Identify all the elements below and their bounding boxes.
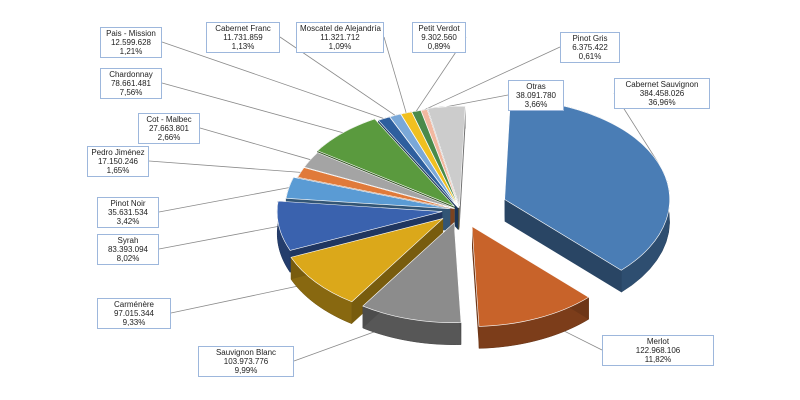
slice-wall <box>472 226 479 349</box>
slice-label-percent: 36,96% <box>648 98 676 107</box>
slice-label-name: Merlot <box>646 337 670 346</box>
slice-top <box>316 118 455 207</box>
slice-label: Pinot Gris 6.375.422 0,61% <box>560 32 620 63</box>
slice-label: Otras 38.091.780 3,66% <box>508 80 564 111</box>
slice-label: Pedro Jiménez 17.150.246 1,65% <box>87 146 149 177</box>
slice-label-name: Pais - Mission <box>106 29 156 38</box>
slice-label-percent: 9,33% <box>122 318 146 327</box>
leader-line <box>170 281 317 314</box>
slice-label-name: Syrah <box>117 236 139 245</box>
pie-slice-1 <box>471 225 590 349</box>
slice-label-percent: 1,65% <box>106 166 130 175</box>
slice-label-name: Sauvignon Blanc <box>215 348 277 357</box>
slice-top <box>276 200 443 251</box>
slice-label: Cabernet Sauvignon 384.458.026 36,96% <box>614 78 710 109</box>
slice-label-value: 27.663.801 <box>148 124 190 133</box>
slice-label-name: Pedro Jiménez <box>91 148 145 157</box>
pie-slice-2 <box>362 222 462 345</box>
slice-label-name: Pinot Gris <box>572 34 608 43</box>
slice-label-percent: 1,21% <box>119 47 143 56</box>
slice-label-value: 38.091.780 <box>515 91 557 100</box>
slice-label-percent: 3,66% <box>524 100 548 109</box>
slice-label: Syrah 83.393.094 8,02% <box>97 234 159 265</box>
slice-label-percent: 2,66% <box>157 133 181 142</box>
slice-label: Sauvignon Blanc 103.973.776 9,99% <box>198 346 294 377</box>
slice-label-value: 384.458.026 <box>639 89 685 98</box>
slice-label: Cot - Malbec 27.663.801 2,66% <box>138 113 200 144</box>
slice-label-name: Chardonnay <box>109 70 153 79</box>
slice-label-percent: 0,89% <box>427 42 451 51</box>
slice-top <box>362 222 462 323</box>
slice-label: Merlot 122.968.106 11,82% <box>602 335 714 366</box>
leader-line <box>158 225 280 250</box>
slice-label-value: 122.968.106 <box>635 346 681 355</box>
leader-line <box>383 36 407 114</box>
slice-label-value: 11.321.712 <box>320 33 360 42</box>
pie-slice-0 <box>504 99 670 293</box>
slice-top <box>303 152 455 209</box>
pie-slices <box>276 99 670 349</box>
slice-top <box>285 176 451 210</box>
slice-label-percent: 0,61% <box>578 52 602 61</box>
slice-label-percent: 1,09% <box>328 42 352 51</box>
leader-line <box>161 82 344 134</box>
slice-label-name: Pinot Noir <box>110 199 146 208</box>
slice-label-value: 17.150.246 <box>97 157 139 166</box>
slice-label-value: 97.015.344 <box>113 309 155 318</box>
leader-line <box>199 127 311 161</box>
slice-label-name: Cabernet Sauvignon <box>625 80 699 89</box>
slice-label-name: Cot - Malbec <box>146 115 192 124</box>
slice-label-value: 6.375.422 <box>572 43 608 52</box>
slice-label: Petit Verdot 9.302.560 0,89% <box>412 22 466 53</box>
slice-label-name: Cabernet Franc <box>215 24 271 33</box>
slice-label: Pais - Mission 12.599.628 1,21% <box>100 27 162 58</box>
slice-label-value: 83.393.094 <box>107 245 149 254</box>
slice-label: Carménère 97.015.344 9,33% <box>97 298 171 329</box>
slice-top <box>297 167 455 209</box>
slice-label-value: 78.661.481 <box>110 79 152 88</box>
slice-top <box>377 116 459 209</box>
slice-top <box>427 106 466 207</box>
slice-label: Chardonnay 78.661.481 7,56% <box>100 68 162 99</box>
slice-label-name: Otras <box>526 82 546 91</box>
slice-label-value: 9.302.560 <box>421 33 457 42</box>
slice-label: Moscatel de Alejandría 11.321.712 1,09% <box>296 22 384 53</box>
slice-top <box>504 99 670 271</box>
leader-line <box>161 41 385 119</box>
slice-top <box>290 218 444 303</box>
slice-label-percent: 1,13% <box>231 42 255 51</box>
leader-line <box>158 187 290 213</box>
slice-label-percent: 3,42% <box>116 217 140 226</box>
slice-label-value: 12.599.628 <box>110 38 152 47</box>
leader-line <box>423 46 561 111</box>
slice-wall <box>504 199 622 293</box>
slice-wall <box>459 106 466 229</box>
slice-label-value: 35.631.534 <box>107 208 149 217</box>
slice-top <box>471 225 590 327</box>
slice-label: Cabernet Franc 11.731.859 1,13% <box>206 22 280 53</box>
slice-label-percent: 11,82% <box>644 355 672 364</box>
slice-label-name: Carménère <box>113 300 154 309</box>
slice-label-name: Moscatel de Alejandría <box>300 24 381 33</box>
slice-label-value: 11.731.859 <box>223 33 263 42</box>
slice-label-percent: 8,02% <box>116 254 140 263</box>
slice-label-percent: 9,99% <box>234 366 258 375</box>
leader-line <box>148 160 301 173</box>
slice-label-value: 103.973.776 <box>223 357 269 366</box>
slice-label-name: Petit Verdot <box>418 24 460 33</box>
slice-label-percent: 7,56% <box>119 88 143 97</box>
leader-line <box>446 94 509 108</box>
slice-label: Pinot Noir 35.631.534 3,42% <box>97 197 159 228</box>
